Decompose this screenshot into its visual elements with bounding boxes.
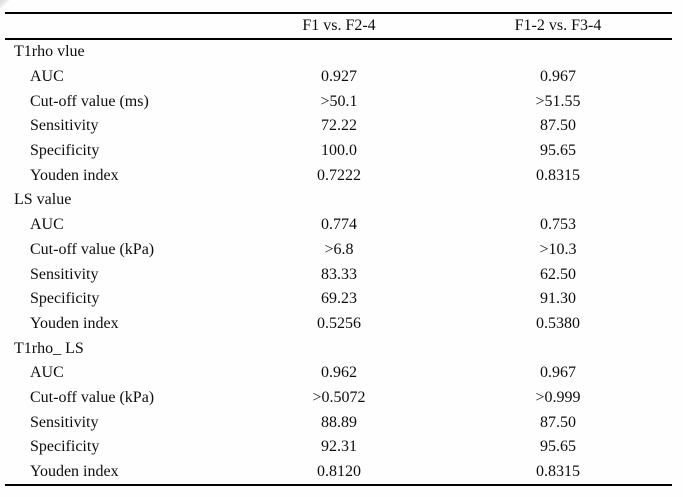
row-label: AUC: [30, 365, 64, 382]
row-label: Specificity: [30, 291, 100, 308]
roc-analysis-table: F1 vs. F2-4 F1-2 vs. F3-4 T1rho vlue AUC…: [5, 12, 672, 487]
section-title: T1rho_ LS: [14, 340, 84, 357]
table-row: Specificity 69.23 91.30: [5, 287, 672, 312]
cell-value: 0.8315: [536, 167, 580, 184]
cell-value: 69.23: [321, 291, 357, 308]
table-row: AUC 0.774 0.753: [5, 213, 672, 238]
row-label: Specificity: [30, 143, 100, 160]
row-label: Youden index: [30, 167, 119, 184]
cell-value: 62.50: [540, 266, 576, 283]
row-label: Cut-off value (kPa): [30, 389, 155, 406]
cell-value: 83.33: [321, 266, 357, 283]
column-header-f12-vs-f34: F1-2 vs. F3-4: [514, 18, 602, 34]
table-row: Specificity 92.31 95.65: [5, 435, 672, 460]
row-label: AUC: [30, 217, 64, 234]
table-body: T1rho vlue AUC 0.927 0.967 Cut-off value…: [5, 40, 672, 487]
row-label: Youden index: [30, 315, 119, 332]
section-header-row: LS value: [5, 188, 672, 213]
row-label: Cut-off value (kPa): [30, 241, 155, 258]
table-row: Youden index 0.5256 0.5380: [5, 312, 672, 337]
table-row: Sensitivity 88.89 87.50: [5, 410, 672, 435]
cell-value: 0.8120: [317, 464, 361, 481]
cell-value: >6.8: [324, 241, 354, 258]
cell-value: >0.5072: [312, 389, 366, 406]
cell-value: 0.774: [321, 217, 357, 234]
section-header-row: T1rho_ LS: [5, 336, 672, 361]
table-row: Youden index 0.7222 0.8315: [5, 163, 672, 188]
cell-value: 100.0: [321, 143, 357, 160]
column-header-f1-vs-f24: F1 vs. F2-4: [302, 18, 376, 34]
cell-value: >10.3: [539, 241, 577, 258]
table-row: AUC 0.962 0.967: [5, 361, 672, 386]
table-row: Cut-off value (ms) >50.1 >51.55: [5, 89, 672, 114]
cell-value: 95.65: [540, 143, 576, 160]
table-row: Specificity 100.0 95.65: [5, 139, 672, 164]
cell-value: 0.967: [540, 365, 576, 382]
cell-value: >51.55: [535, 93, 581, 110]
cell-value: >0.999: [535, 389, 581, 406]
cell-value: 0.8315: [536, 464, 580, 481]
row-label: Sensitivity: [30, 414, 99, 431]
table-row: Cut-off value (kPa) >6.8 >10.3: [5, 238, 672, 263]
section-title: T1rho vlue: [14, 44, 85, 61]
section-title: LS value: [14, 192, 72, 209]
cell-value: >50.1: [320, 93, 358, 110]
cell-value: 92.31: [321, 439, 357, 456]
cell-value: 72.22: [321, 118, 357, 135]
row-label: Specificity: [30, 439, 100, 456]
cell-value: 88.89: [321, 414, 357, 431]
cell-value: 0.927: [321, 69, 357, 86]
row-label: Sensitivity: [30, 266, 99, 283]
cell-value: 0.967: [540, 69, 576, 86]
cell-value: 91.30: [540, 291, 576, 308]
row-label: Cut-off value (ms): [30, 93, 149, 110]
cell-value: 0.962: [321, 365, 357, 382]
cell-value: 0.5380: [536, 315, 580, 332]
table-row: Cut-off value (kPa) >0.5072 >0.999: [5, 386, 672, 411]
table-row: Sensitivity 83.33 62.50: [5, 262, 672, 287]
cell-value: 0.5256: [317, 315, 361, 332]
cell-value: 87.50: [540, 414, 576, 431]
cell-value: 95.65: [540, 439, 576, 456]
scan-artifact-mark: [0, 0, 10, 8]
row-label: Sensitivity: [30, 118, 99, 135]
table-row: Youden index 0.8120 0.8315: [5, 460, 672, 485]
table-row: AUC 0.927 0.967: [5, 65, 672, 90]
row-label: AUC: [30, 69, 64, 86]
row-label: Youden index: [30, 464, 119, 481]
table-header-row: F1 vs. F2-4 F1-2 vs. F3-4: [5, 14, 672, 40]
cell-value: 87.50: [540, 118, 576, 135]
cell-value: 0.7222: [317, 167, 361, 184]
section-header-row: T1rho vlue: [5, 40, 672, 65]
table-row: Sensitivity 72.22 87.50: [5, 114, 672, 139]
cell-value: 0.753: [540, 217, 576, 234]
